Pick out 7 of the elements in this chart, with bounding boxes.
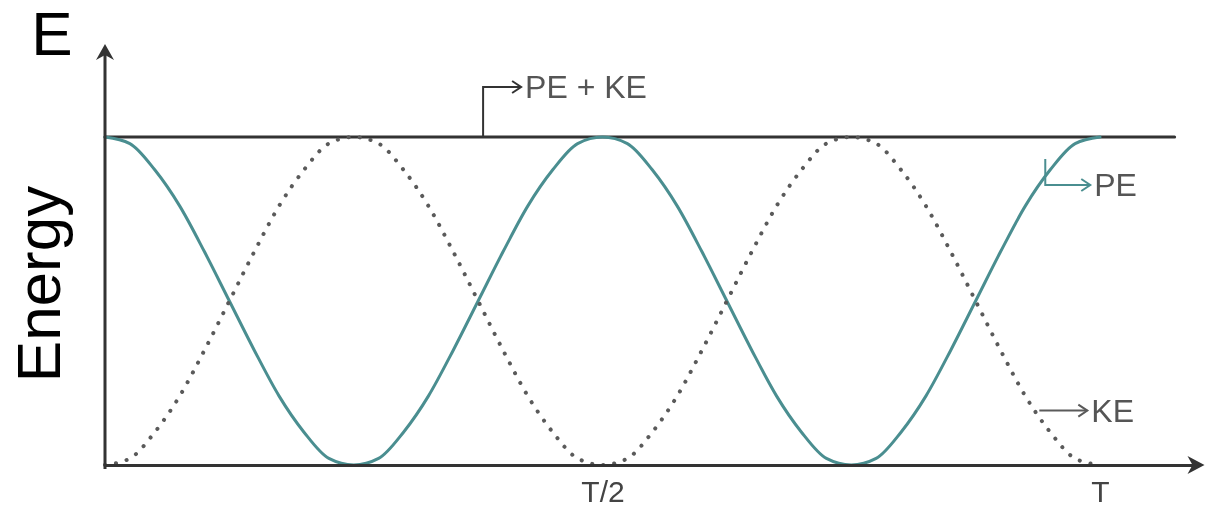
text: E [31, 0, 73, 68]
x-tick-label: T [1091, 475, 1110, 509]
legend-label: PE + KE [525, 69, 647, 105]
y-axis-title: Energy [4, 185, 73, 383]
x-tick-label: T/2 [581, 475, 625, 509]
legend-label: PE [1094, 167, 1137, 204]
legend-label: KE [1091, 392, 1135, 429]
